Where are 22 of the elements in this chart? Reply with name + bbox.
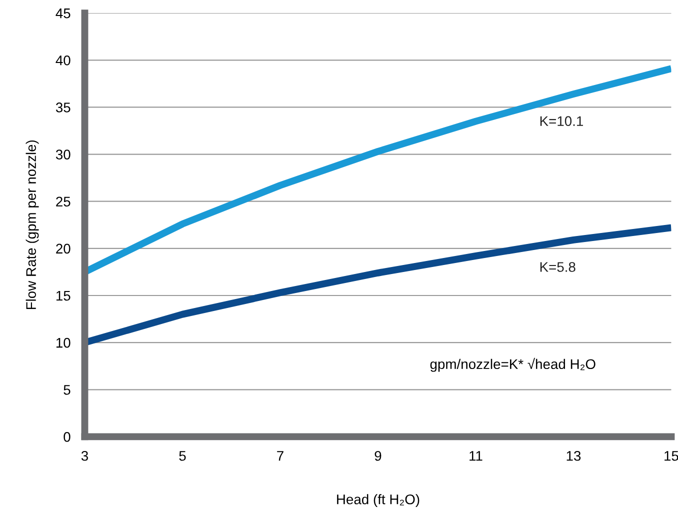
- y-tick-label: 15: [56, 290, 70, 301]
- y-tick-label: 45: [56, 8, 70, 18]
- x-tick-label: 9: [374, 450, 382, 461]
- x-tick-label: 7: [277, 451, 284, 461]
- x-tick-label: 13: [566, 450, 581, 461]
- x-tick-label: 15: [664, 451, 678, 461]
- series-label: K=5.8: [540, 262, 576, 272]
- y-tick-label: 0: [64, 432, 70, 442]
- y-tick-label: 30: [56, 150, 70, 160]
- y-axis-title: Flow Rate (gpm per nozzle): [26, 140, 39, 310]
- x-tick-label: 11: [470, 451, 482, 461]
- y-tick-label: 40: [56, 55, 70, 66]
- x-tick-label: 5: [179, 451, 186, 461]
- x-tick-label: 3: [81, 450, 88, 461]
- x-axis-title: Head (ft H₂O): [337, 494, 420, 508]
- y-tick-label: 25: [56, 196, 70, 207]
- y-tick-label: 5: [64, 385, 70, 395]
- annotation: gpm/nozzle=K* √head H₂O: [430, 358, 596, 372]
- y-tick-label: 35: [56, 102, 70, 112]
- y-tick-label: 10: [56, 338, 70, 348]
- series-label: K=10.1: [540, 116, 583, 126]
- y-tick-label: 20: [56, 244, 70, 254]
